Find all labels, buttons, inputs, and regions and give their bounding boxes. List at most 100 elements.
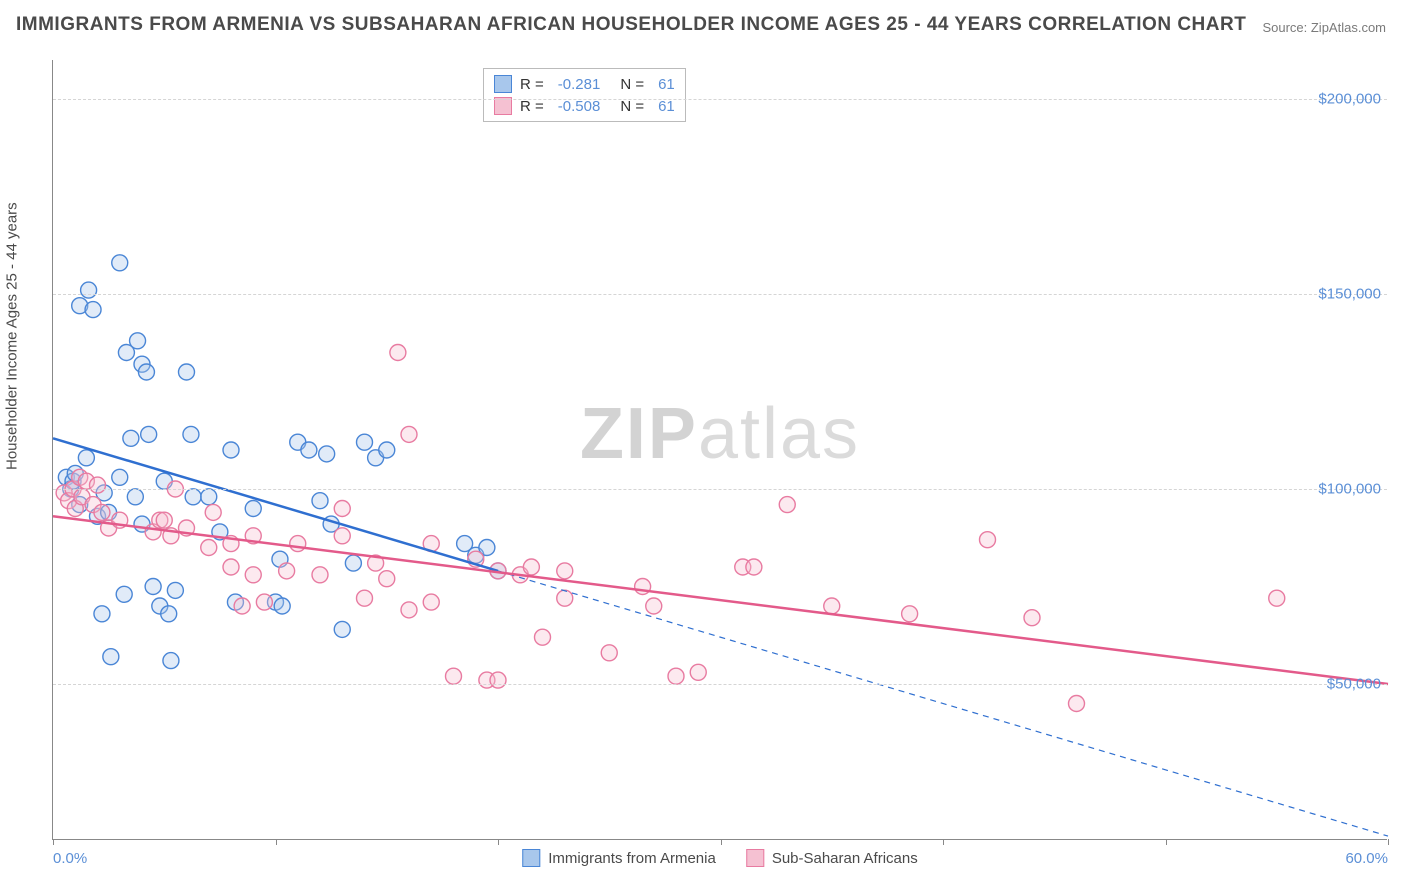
data-point xyxy=(245,567,261,583)
data-point xyxy=(357,590,373,606)
gridline xyxy=(53,99,1387,100)
data-point xyxy=(1269,590,1285,606)
data-point xyxy=(535,629,551,645)
data-point xyxy=(334,621,350,637)
data-point xyxy=(301,442,317,458)
data-point xyxy=(130,333,146,349)
data-point xyxy=(78,450,94,466)
legend-bottom-item: Sub-Saharan Africans xyxy=(746,849,918,867)
chart-container: Householder Income Ages 25 - 44 years ZI… xyxy=(0,50,1406,860)
data-point xyxy=(245,501,261,517)
data-point xyxy=(334,528,350,544)
legend-r-label: R = xyxy=(520,76,544,93)
data-point xyxy=(167,582,183,598)
x-tick-mark xyxy=(721,839,722,845)
data-point xyxy=(1069,696,1085,712)
data-point xyxy=(279,563,295,579)
data-point xyxy=(319,446,335,462)
data-point xyxy=(201,540,217,556)
data-point xyxy=(138,364,154,380)
data-point xyxy=(94,504,110,520)
chart-title: IMMIGRANTS FROM ARMENIA VS SUBSAHARAN AF… xyxy=(16,14,1246,36)
data-point xyxy=(902,606,918,622)
data-point xyxy=(345,555,361,571)
legend-top: R =-0.281N =61R =-0.508N =61 xyxy=(483,68,686,122)
y-tick-label: $50,000 xyxy=(1327,676,1381,693)
data-point xyxy=(401,602,417,618)
data-point xyxy=(205,504,221,520)
regression-line-extrapolated xyxy=(498,571,1388,836)
legend-n-label: N = xyxy=(620,98,644,115)
data-point xyxy=(980,532,996,548)
gridline xyxy=(53,684,1387,685)
data-point xyxy=(183,426,199,442)
data-point xyxy=(379,442,395,458)
data-point xyxy=(446,668,462,684)
data-point xyxy=(668,668,684,684)
legend-bottom-label: Immigrants from Armenia xyxy=(548,850,716,867)
data-point xyxy=(223,559,239,575)
data-point xyxy=(1024,610,1040,626)
data-point xyxy=(163,653,179,669)
data-point xyxy=(156,512,172,528)
y-tick-label: $200,000 xyxy=(1318,91,1381,108)
gridline xyxy=(53,489,1387,490)
source-label: Source: ZipAtlas.com xyxy=(1262,20,1386,35)
data-point xyxy=(601,645,617,661)
data-point xyxy=(161,606,177,622)
legend-n-label: N = xyxy=(620,76,644,93)
x-tick-mark xyxy=(1166,839,1167,845)
data-point xyxy=(223,442,239,458)
legend-swatch xyxy=(522,849,540,867)
gridline xyxy=(53,294,1387,295)
legend-r-value: -0.508 xyxy=(558,98,601,115)
legend-swatch xyxy=(494,75,512,93)
plot-svg xyxy=(53,60,1387,839)
data-point xyxy=(423,594,439,610)
data-point xyxy=(116,586,132,602)
data-point xyxy=(123,430,139,446)
data-point xyxy=(234,598,250,614)
data-point xyxy=(824,598,840,614)
plot-area: ZIPatlas R =-0.281N =61R =-0.508N =61 Im… xyxy=(52,60,1387,840)
y-tick-label: $150,000 xyxy=(1318,286,1381,303)
legend-swatch xyxy=(746,849,764,867)
x-tick-label: 0.0% xyxy=(53,850,87,867)
legend-n-value: 61 xyxy=(658,76,675,93)
data-point xyxy=(103,649,119,665)
regression-line xyxy=(53,516,1388,684)
data-point xyxy=(746,559,762,575)
data-point xyxy=(557,563,573,579)
data-point xyxy=(81,282,97,298)
legend-r-value: -0.281 xyxy=(558,76,601,93)
data-point xyxy=(312,493,328,509)
data-point xyxy=(127,489,143,505)
data-point xyxy=(141,426,157,442)
data-point xyxy=(334,501,350,517)
data-point xyxy=(379,571,395,587)
data-point xyxy=(94,606,110,622)
data-point xyxy=(112,255,128,271)
x-tick-label: 60.0% xyxy=(1345,850,1388,867)
data-point xyxy=(256,594,272,610)
legend-bottom-item: Immigrants from Armenia xyxy=(522,849,716,867)
data-point xyxy=(557,590,573,606)
x-tick-mark xyxy=(53,839,54,845)
data-point xyxy=(90,477,106,493)
x-tick-mark xyxy=(276,839,277,845)
x-tick-mark xyxy=(1388,839,1389,845)
data-point xyxy=(201,489,217,505)
x-tick-mark xyxy=(498,839,499,845)
data-point xyxy=(646,598,662,614)
data-point xyxy=(312,567,328,583)
legend-bottom: Immigrants from Armenia Sub-Saharan Afric… xyxy=(522,849,917,867)
y-axis-label: Householder Income Ages 25 - 44 years xyxy=(4,202,21,470)
data-point xyxy=(401,426,417,442)
data-point xyxy=(779,497,795,513)
data-point xyxy=(179,364,195,380)
data-point xyxy=(523,559,539,575)
y-tick-label: $100,000 xyxy=(1318,481,1381,498)
data-point xyxy=(390,345,406,361)
legend-n-value: 61 xyxy=(658,98,675,115)
data-point xyxy=(185,489,201,505)
